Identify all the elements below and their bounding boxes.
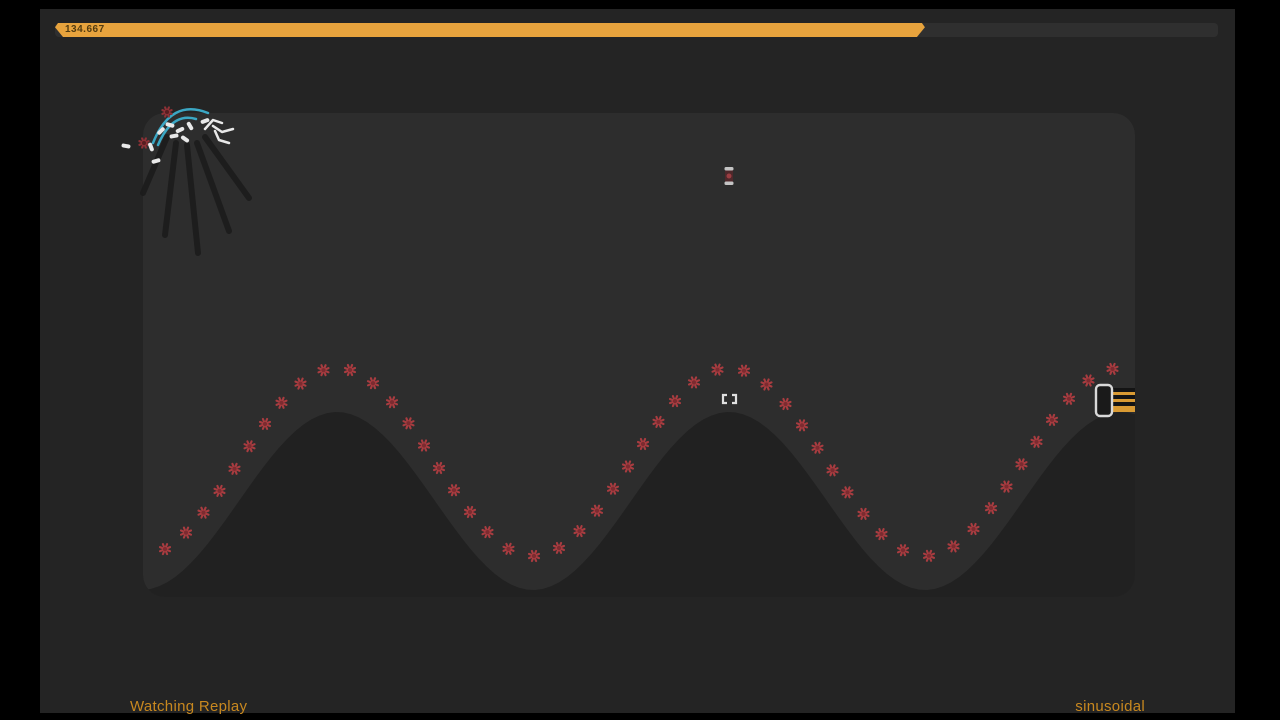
timer-bar-track: 134.667 [55, 23, 1218, 37]
replay-status-label: Watching Replay [130, 698, 248, 715]
level-canvas [121, 106, 1135, 597]
timer-value: 134.667 [65, 24, 105, 35]
timer-bar-fill: 134.667 [55, 23, 925, 37]
level-name-label: sinusoidal [1075, 698, 1145, 715]
game-viewport[interactable]: 134.667 Watching Replay sinusoidal [40, 9, 1235, 715]
